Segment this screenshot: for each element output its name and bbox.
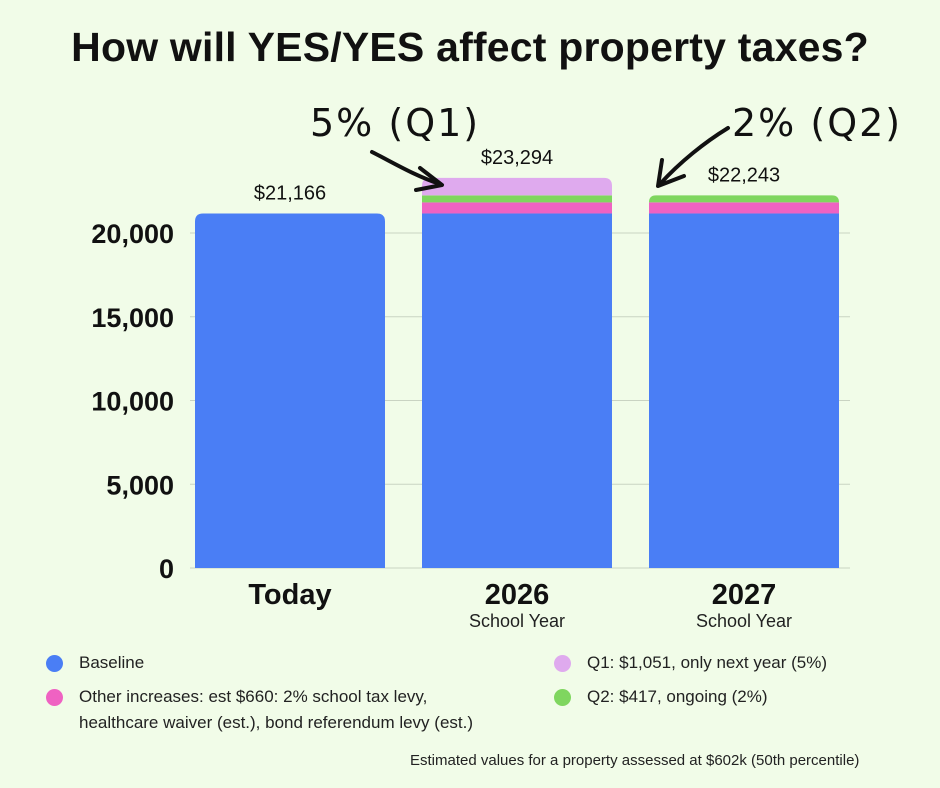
bar-segment-other-increases (422, 202, 612, 214)
y-tick-label: 0 (159, 554, 174, 584)
chart-title: How will YES/YES affect property taxes? (71, 24, 869, 70)
annotation-arrowhead-q2 (656, 158, 686, 188)
footnote: Estimated values for a property assessed… (410, 752, 860, 769)
x-tick-label: 2026 (485, 579, 550, 611)
annotation-arrow-q2 (658, 126, 730, 186)
bar-segment-baseline (195, 213, 385, 569)
legend-label-other-increases: Other increases: est $660: 2% school tax… (79, 687, 474, 732)
y-tick-label: 20,000 (91, 219, 174, 249)
legend-swatch-q1 (554, 655, 571, 672)
x-tick-sublabel: School Year (469, 611, 565, 631)
legend-label-q1: Q1: $1,051, only next year (5%) (587, 653, 828, 672)
annotation-arrowhead-q1 (414, 166, 444, 192)
annotation-q1-label: 5% (Q1) (310, 101, 480, 145)
bar-chart: 0 5,000 10,000 15,000 20,000 $21,166 Today $23,… (91, 101, 902, 631)
x-tick-sublabel: School Year (696, 611, 792, 631)
bar-total-label: $23,294 (481, 147, 553, 169)
legend-label-baseline: Baseline (79, 653, 145, 672)
bar-segment-other-increases (649, 202, 839, 214)
legend-label-q2: Q2: $417, ongoing (2%) (587, 687, 768, 706)
bar-segment-baseline (422, 213, 612, 569)
bar-segment-q1 (422, 177, 612, 196)
x-tick-label: 2027 (712, 579, 777, 611)
bar-segment-baseline (649, 213, 839, 569)
bar-total-label: $22,243 (708, 164, 780, 186)
y-tick-label: 5,000 (106, 470, 174, 500)
legend-swatch-q2 (554, 689, 571, 706)
x-tick-label: Today (248, 579, 331, 611)
y-tick-label: 10,000 (91, 387, 174, 417)
annotation-q2-label: 2% (Q2) (732, 101, 902, 145)
bar-total-label: $21,166 (254, 182, 326, 204)
legend-swatch-other-increases (46, 689, 63, 706)
bar-segment-q2 (422, 195, 612, 203)
legend-swatch-baseline (46, 655, 63, 672)
bar-segment-q2 (649, 195, 839, 203)
y-tick-label: 15,000 (91, 303, 174, 333)
annotation-arrow-q1 (370, 150, 442, 186)
